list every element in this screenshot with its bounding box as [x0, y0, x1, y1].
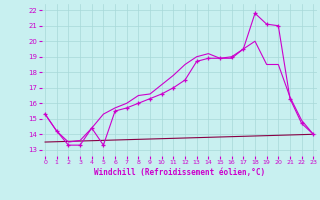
X-axis label: Windchill (Refroidissement éolien,°C): Windchill (Refroidissement éolien,°C)	[94, 168, 265, 177]
